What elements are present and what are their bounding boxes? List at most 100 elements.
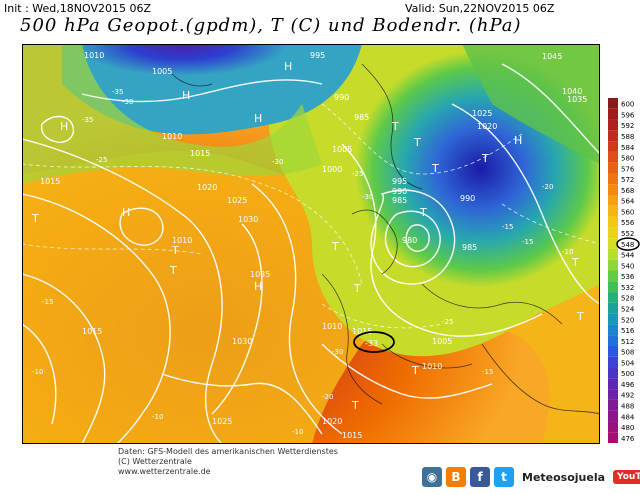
pressure-label: 1025 — [227, 196, 247, 205]
legend-swatch — [608, 162, 618, 174]
high-pressure-symbol: H — [254, 112, 262, 125]
legend-swatch — [608, 389, 618, 400]
legend-swatch — [608, 130, 618, 142]
temperature-field-arctic — [62, 44, 362, 135]
legend-value: 576 — [621, 165, 635, 173]
legend-swatch — [608, 302, 618, 314]
map-frame — [22, 44, 600, 444]
pressure-label: 1045 — [542, 52, 562, 61]
legend-value: 516 — [621, 327, 635, 335]
low-pressure-symbol: T — [481, 152, 489, 165]
pressure-label: 1010 — [162, 132, 182, 141]
temperature-label: -25 — [442, 318, 453, 326]
legend-swatch — [608, 345, 618, 357]
pressure-label: 985 — [354, 113, 369, 122]
legend-value: 536 — [621, 273, 635, 281]
legend-value: 496 — [621, 381, 635, 389]
legend-value: 488 — [621, 403, 634, 411]
temperature-label: -15 — [42, 298, 53, 306]
facebook-icon[interactable]: f — [470, 467, 490, 487]
pressure-label: 1035 — [567, 95, 587, 104]
legend-swatch — [608, 356, 618, 368]
pressure-labels: 1010 1005 1010 1015 1020 1025 1030 1035 … — [40, 51, 587, 440]
valid-time: Valid: Sun,22NOV2015 06Z — [405, 2, 555, 15]
temperature-band-northeast — [462, 44, 600, 164]
legend-swatch — [608, 98, 618, 109]
pressure-label: 1015 — [40, 177, 60, 186]
pressure-label: 1030 — [238, 215, 258, 224]
pressure-label: 1020 — [197, 183, 217, 192]
temperature-label: -10 — [562, 248, 573, 256]
pressure-label: 990 — [392, 187, 407, 196]
legend-swatch — [608, 227, 618, 239]
map-title: 500 hPa Geopot.(gpdm), T (C) und Bodendr… — [20, 15, 522, 36]
legend-swatch — [608, 205, 618, 217]
temperature-label: -20 — [542, 183, 553, 191]
pressure-label: 980 — [402, 236, 417, 245]
credit-line-3: www.wetterzentrale.de — [118, 467, 211, 476]
legend-swatch — [608, 281, 618, 293]
legend-value: 504 — [621, 359, 635, 367]
instagram-icon[interactable]: ◉ — [422, 467, 442, 487]
legend-swatch — [608, 259, 618, 271]
legend-swatch — [608, 292, 618, 303]
data-source-credits: Daten: GFS-Modell des amerikanischen Wet… — [118, 447, 338, 477]
legend-swatch — [608, 324, 618, 336]
low-pressure-symbol: T — [331, 240, 339, 253]
pressure-label: 985 — [462, 243, 477, 252]
temperature-label: -30 — [332, 348, 343, 356]
legend-swatch — [608, 367, 618, 379]
legend-swatch — [608, 335, 618, 346]
low-pressure-symbol: T — [351, 399, 359, 412]
temperature-label: -35 — [82, 116, 93, 124]
legend-swatch — [608, 378, 618, 390]
legend-swatch — [608, 399, 618, 411]
temperature-label: -25 — [96, 156, 107, 164]
legend-value: 528 — [621, 295, 634, 303]
legend-swatch — [608, 141, 618, 152]
temperature-lines — [22, 103, 600, 329]
legend-value: 580 — [621, 155, 634, 163]
legend-value: 508 — [621, 349, 634, 357]
pressure-label: 1015 — [190, 149, 210, 158]
low-pressure-symbol: T — [31, 212, 39, 225]
legend-value: 520 — [621, 316, 634, 324]
pressure-label: 990 — [334, 93, 349, 102]
color-scale-legend: 600 596 592 588 584 580 576 572 568 564 560 556 552 5… — [608, 98, 640, 443]
legend-swatch — [608, 313, 618, 325]
twitter-icon[interactable]: t — [494, 467, 514, 487]
legend-value: 548 — [621, 241, 634, 249]
temperature-label: -25 — [352, 170, 363, 178]
legend-swatch — [608, 216, 618, 228]
legend-value: 476 — [621, 435, 635, 443]
legend-value: 524 — [621, 305, 635, 313]
low-pressure-symbol: T — [571, 256, 579, 269]
temperature-field-cold — [268, 44, 600, 357]
pressure-label: 1010 — [322, 322, 342, 331]
social-brand-bar: ◉ B f t Meteosojuela YouTube — [422, 463, 640, 491]
isobar-lines — [22, 63, 600, 444]
temperature-label: -30 — [122, 98, 133, 106]
temperature-label: -15 — [522, 238, 533, 246]
legend-swatch — [608, 238, 618, 249]
youtube-icon[interactable]: YouTube — [613, 470, 640, 484]
temperature-label: -10 — [152, 413, 163, 421]
low-pressure-symbol: T — [419, 206, 427, 219]
legend-value: 540 — [621, 262, 634, 270]
legend-value: 552 — [621, 230, 634, 238]
high-pressure-symbol: H — [284, 60, 292, 73]
low-pressure-symbol: T — [411, 364, 419, 377]
pressure-label: 1005 — [152, 67, 172, 76]
legend-swatch — [608, 151, 618, 163]
legend-swatch — [608, 184, 618, 196]
high-pressure-symbol: H — [60, 120, 68, 133]
low-pressure-symbol: T — [169, 264, 177, 277]
legend-value: 512 — [621, 338, 634, 346]
temperature-labels: -35 -35 -30 -25 -30 -25 -30 -15 -15 -20 … — [32, 88, 573, 436]
temperature-label: -15 — [502, 223, 513, 231]
blogger-icon[interactable]: B — [446, 467, 466, 487]
low-pressure-symbol: T — [413, 136, 421, 149]
pressure-label: 1020 — [322, 417, 342, 426]
pressure-label: 1010 — [84, 51, 104, 60]
